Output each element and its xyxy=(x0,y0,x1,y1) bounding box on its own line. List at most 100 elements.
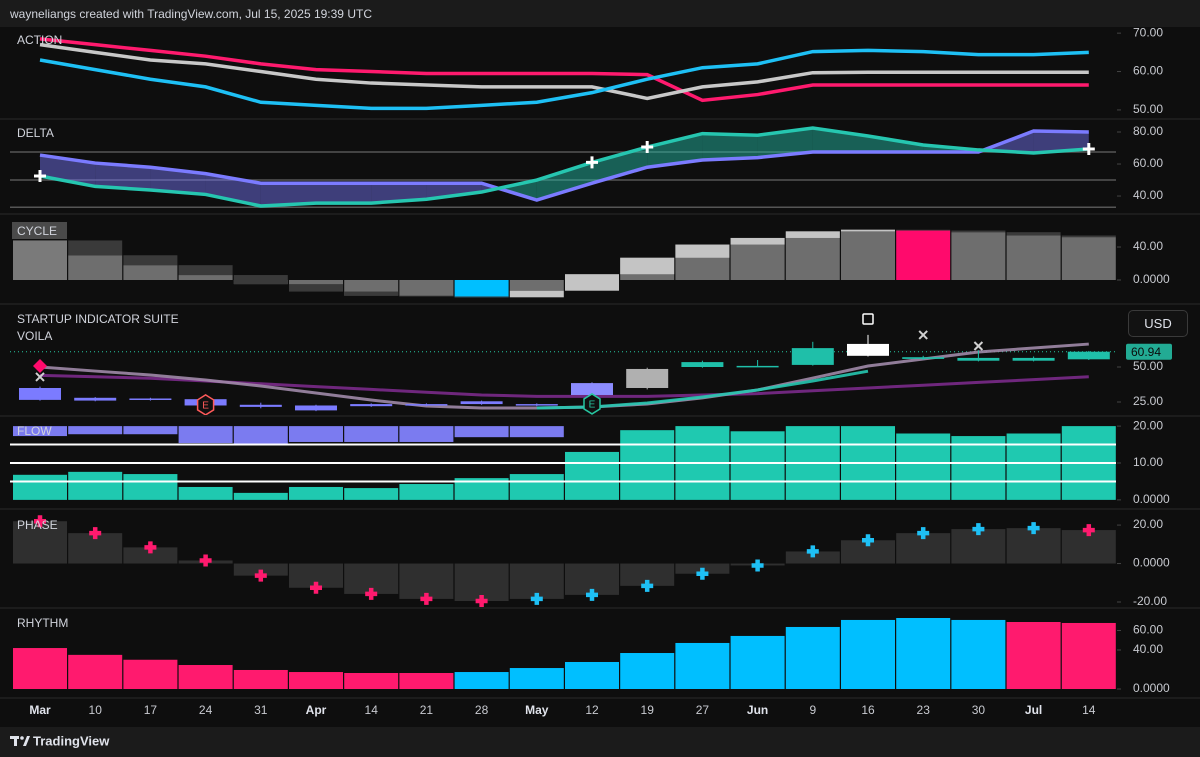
x-tick-label: 24 xyxy=(199,703,213,717)
panel xyxy=(13,617,1116,690)
bar xyxy=(68,426,123,435)
change-bar xyxy=(841,229,895,232)
bar xyxy=(289,486,343,500)
bar xyxy=(233,563,288,576)
phase-marker xyxy=(420,592,433,605)
panel-title: FLOW xyxy=(17,424,52,438)
bar xyxy=(565,451,619,500)
x-tick-label: 14 xyxy=(365,703,379,717)
candle-body xyxy=(74,397,117,401)
delta-fill xyxy=(95,163,151,190)
change-bar xyxy=(620,257,675,275)
bar xyxy=(896,230,951,280)
phase-marker xyxy=(530,592,543,605)
bar xyxy=(730,635,785,690)
x-tick-label: Apr xyxy=(306,703,327,717)
x-tick-label: Mar xyxy=(29,703,51,717)
bar xyxy=(730,431,785,500)
panel-title: RHYTHM xyxy=(17,616,68,630)
bar xyxy=(123,265,178,280)
x-tick-label: 28 xyxy=(475,703,489,717)
bar xyxy=(785,626,840,690)
event-marker xyxy=(583,393,601,415)
bar xyxy=(509,474,564,500)
y-tick-label: 70.00 xyxy=(1133,25,1163,39)
panel-title: CYCLE xyxy=(17,224,57,238)
bar xyxy=(620,653,675,690)
bar xyxy=(1061,622,1116,690)
box-marker xyxy=(862,313,874,325)
panel-title: ACTION xyxy=(17,33,62,47)
phase-marker xyxy=(972,523,985,536)
change-bar xyxy=(344,291,399,296)
panel xyxy=(10,126,1116,208)
bar xyxy=(178,665,233,690)
x-tick-label: 21 xyxy=(420,703,434,717)
change-bar xyxy=(896,229,951,231)
candle-body xyxy=(791,348,834,365)
bar xyxy=(123,659,178,690)
x-tick-label: 30 xyxy=(972,703,986,717)
title-bg xyxy=(12,222,67,239)
bar xyxy=(123,426,178,435)
signal-marker xyxy=(586,156,598,169)
panel-title: PHASE xyxy=(17,518,58,532)
phase-marker xyxy=(1027,522,1040,535)
price-label: 60.94 xyxy=(1131,345,1161,359)
y-tick-label: 0.0000 xyxy=(1133,556,1170,570)
bar xyxy=(1061,237,1116,280)
panel-subtitle: VOILA xyxy=(17,329,52,343)
delta-fill xyxy=(260,183,316,206)
event-label: E xyxy=(202,401,209,412)
indicator-line xyxy=(39,342,1089,410)
bar xyxy=(178,486,233,500)
change-bar xyxy=(565,274,619,291)
bar xyxy=(123,547,178,564)
bar xyxy=(730,237,785,280)
phase-marker xyxy=(751,559,764,572)
signal-marker xyxy=(1082,142,1095,155)
header-caption: wayneliangs created with TradingView.com… xyxy=(9,7,372,21)
currency-button[interactable]: USD xyxy=(1128,310,1188,337)
logo-part xyxy=(23,736,30,746)
x-tick-label: 14 xyxy=(1082,703,1096,717)
delta-fill xyxy=(150,167,206,195)
delta-fill xyxy=(647,133,703,168)
phase-marker xyxy=(862,534,874,547)
bar xyxy=(344,488,399,500)
bar xyxy=(68,255,123,280)
phase-marker xyxy=(1082,524,1095,537)
event-label: E xyxy=(589,400,596,411)
change-bar xyxy=(785,231,840,238)
panel xyxy=(39,37,1089,111)
panel xyxy=(13,229,1116,298)
x-tick-label: 16 xyxy=(861,703,875,717)
x-tick-label: 10 xyxy=(89,703,103,717)
signal-marker xyxy=(641,141,654,154)
bar xyxy=(1006,235,1061,280)
y-tick-label: 0.0000 xyxy=(1133,492,1170,506)
y-tick-label: 50.00 xyxy=(1133,359,1163,373)
y-tick-label: 50.00 xyxy=(1133,102,1163,116)
delta-fill xyxy=(371,183,427,204)
delta-fill xyxy=(1033,131,1089,153)
y-tick-label: 40.00 xyxy=(1133,239,1163,253)
bar xyxy=(344,673,399,690)
x-tick-label: May xyxy=(525,703,549,717)
bar xyxy=(13,648,67,690)
candle-body xyxy=(239,404,282,407)
y-tick-label: 10.00 xyxy=(1133,455,1163,469)
change-bar xyxy=(68,240,123,256)
candle-body xyxy=(1012,357,1055,361)
bar xyxy=(454,672,509,690)
bar xyxy=(13,240,67,280)
bar xyxy=(841,229,895,280)
bar xyxy=(123,474,178,500)
bar xyxy=(896,433,951,500)
x-tick-label: Jul xyxy=(1025,703,1042,717)
y-tick-label: 0.0000 xyxy=(1133,681,1170,695)
bar xyxy=(951,619,1006,690)
delta-fill xyxy=(702,133,758,161)
bar xyxy=(289,672,343,690)
